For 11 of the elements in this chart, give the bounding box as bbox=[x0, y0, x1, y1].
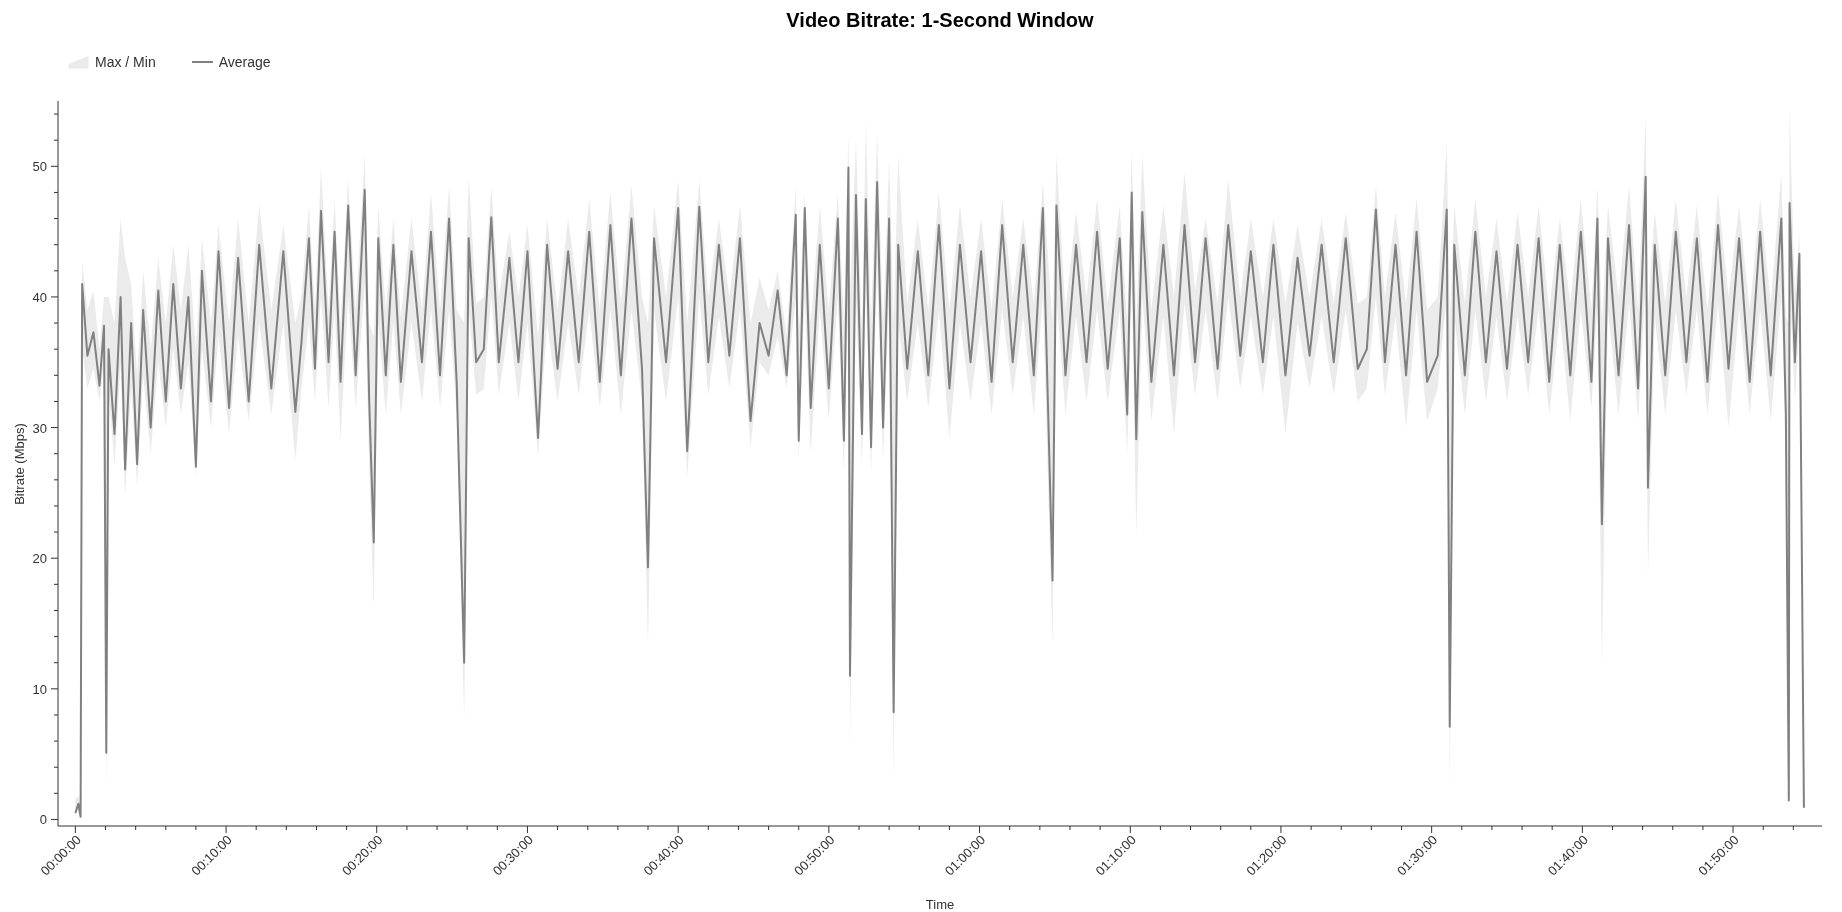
y-tick-label: 40 bbox=[32, 289, 47, 305]
y-tick-label: 50 bbox=[32, 158, 47, 174]
legend-label: Average bbox=[218, 54, 271, 70]
text: Max / Min bbox=[95, 54, 156, 70]
x-axis-title: Time bbox=[925, 897, 955, 912]
y-tick-label: 20 bbox=[32, 550, 47, 566]
chart-title: Video Bitrate: 1-Second Window bbox=[786, 9, 1094, 31]
y-tick-label: 0 bbox=[39, 811, 47, 827]
y-tick-label: 10 bbox=[32, 681, 47, 697]
y-tick-label: 30 bbox=[32, 420, 47, 436]
y-axis-title: Bitrate (Mbps) bbox=[12, 422, 27, 505]
